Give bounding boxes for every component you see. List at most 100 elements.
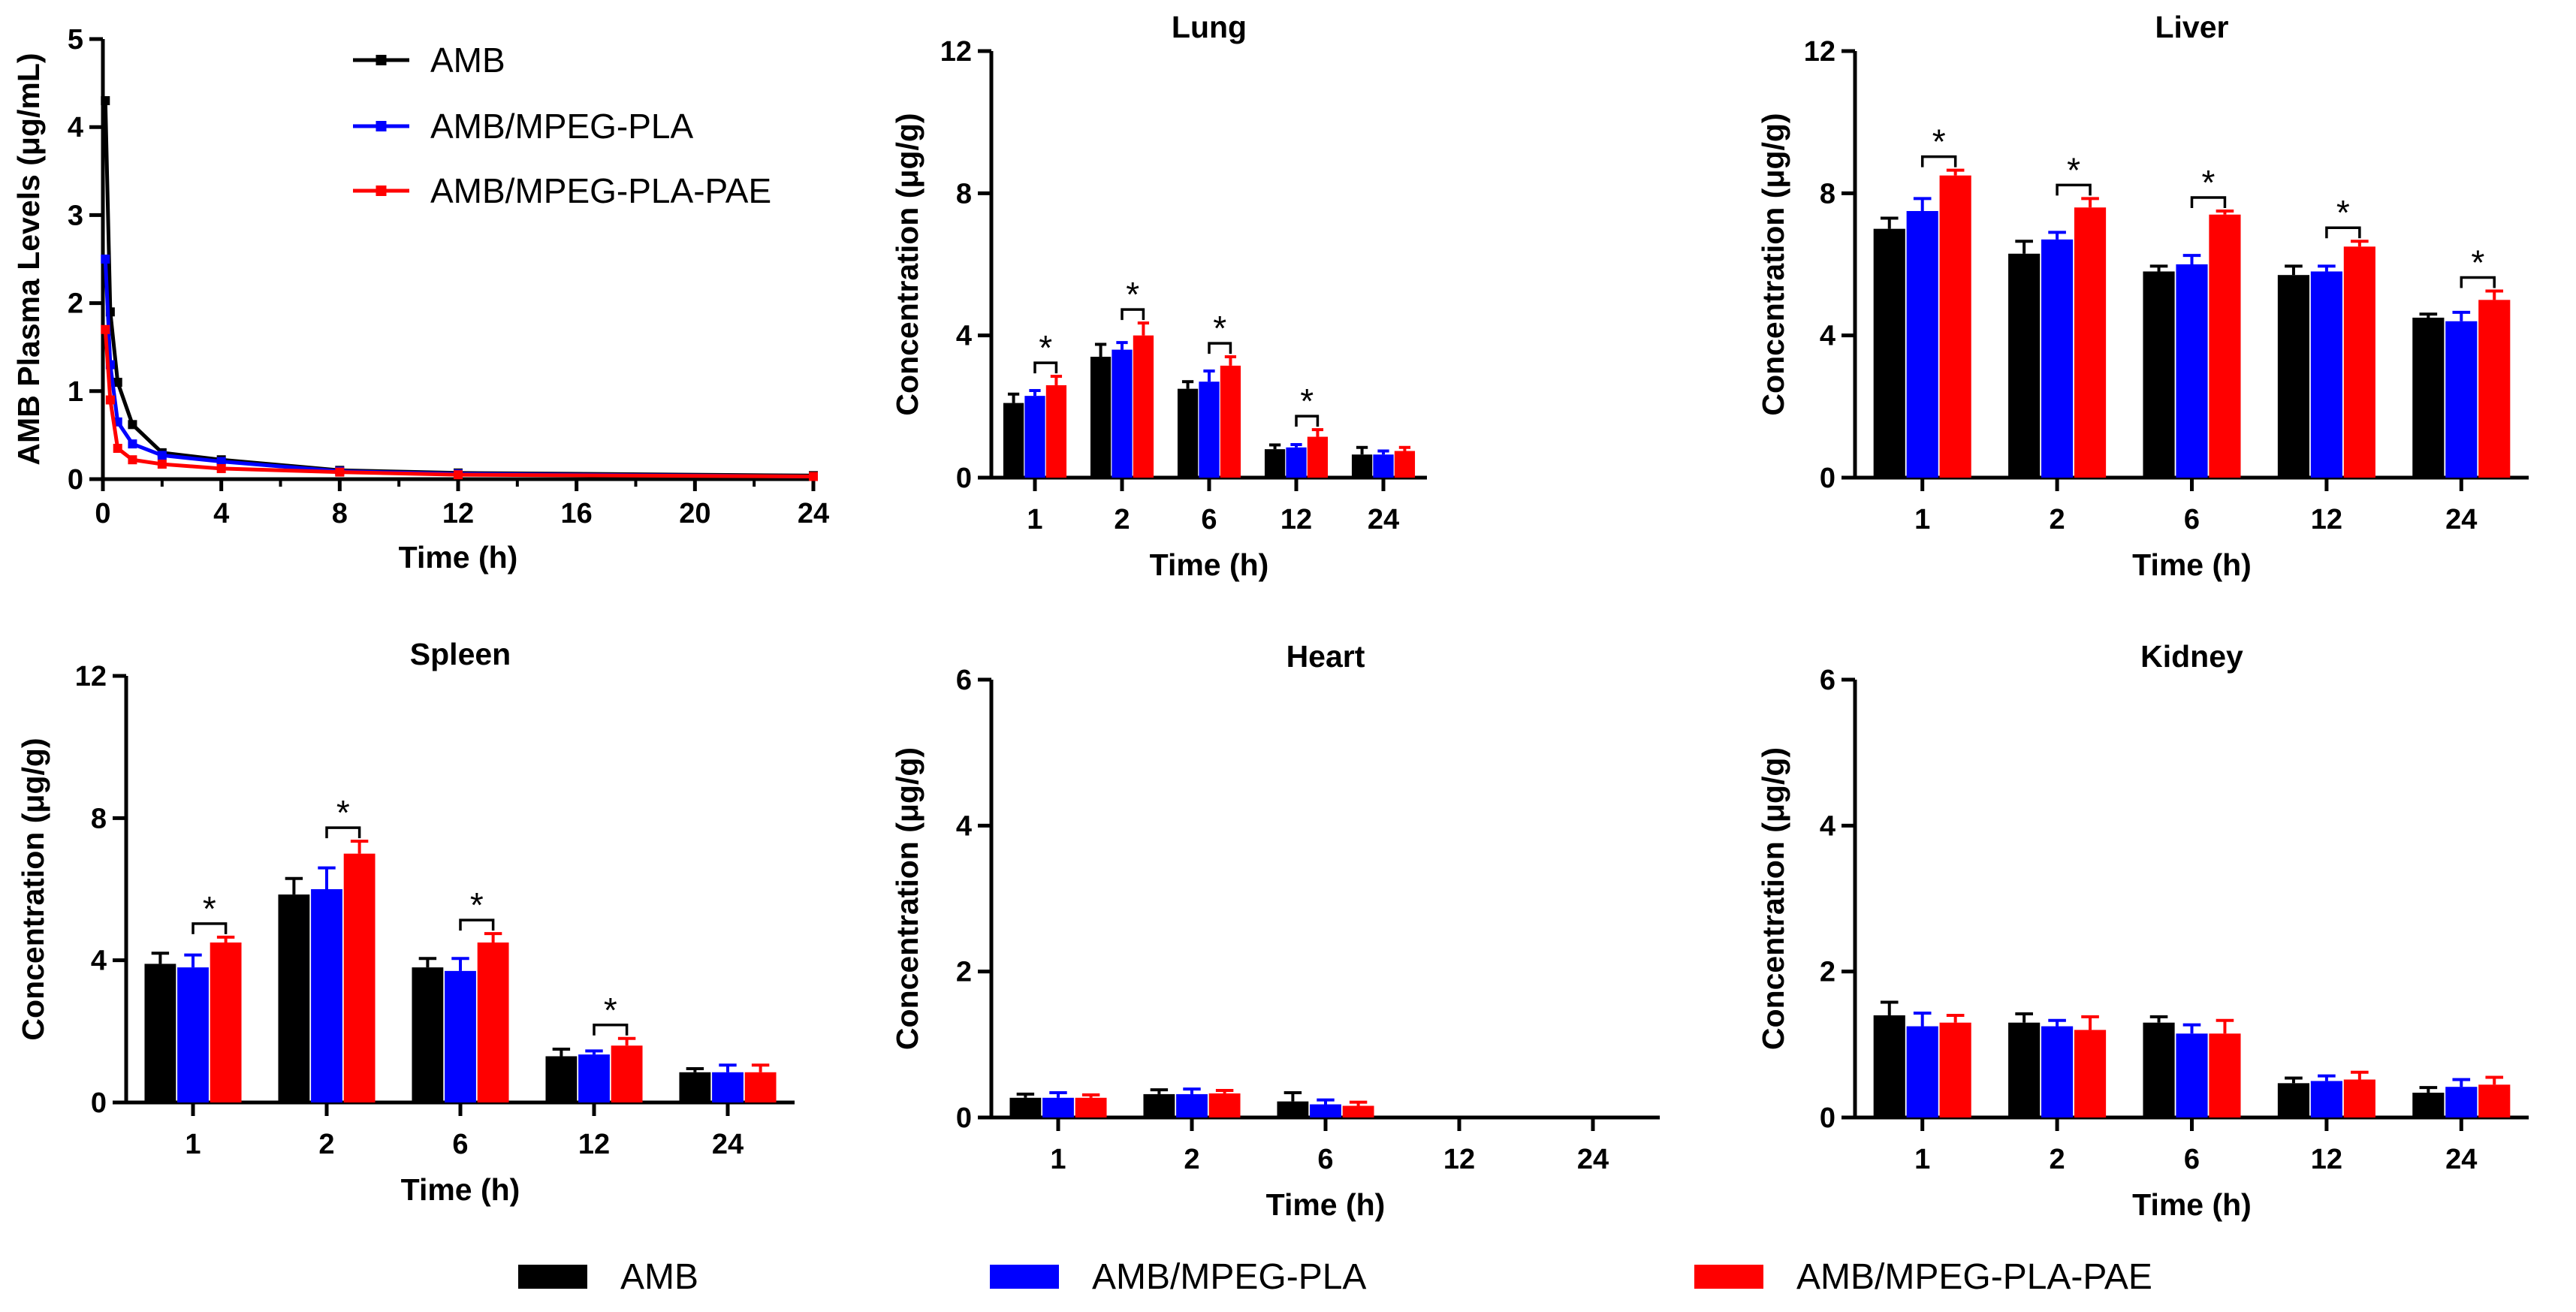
bar-amb-mpeg-pla-pae — [477, 943, 509, 1102]
bar-amb-mpeg-pla — [2445, 321, 2478, 478]
bar-amb-mpeg-pla — [1906, 1026, 1938, 1117]
x-tick-label: 24 — [1368, 504, 1399, 535]
panel-title: Heart — [1286, 639, 1365, 674]
x-tick-label: 2 — [1184, 1144, 1199, 1175]
bar-amb-mpeg-pla-pae — [1394, 451, 1416, 478]
bar-amb-mpeg-pla-pae — [1075, 1097, 1107, 1117]
significance-bracket — [2190, 196, 2227, 208]
bar-amb — [1143, 1093, 1175, 1117]
significance-star: * — [1039, 328, 1052, 367]
x-tick-label: 6 — [2184, 1144, 2200, 1175]
y-axis-title: AMB Plasma Levels (μg/mL) — [11, 53, 46, 465]
y-tick-label: 4 — [68, 112, 83, 143]
x-tick-label: 12 — [2311, 1144, 2342, 1175]
x-tick-label: 12 — [1280, 504, 1312, 535]
bar-amb-mpeg-pla-pae — [1133, 335, 1154, 478]
bar-amb-mpeg-pla — [311, 889, 342, 1102]
bar-amb — [1009, 1097, 1042, 1117]
bar-amb-mpeg-pla — [1286, 447, 1307, 478]
x-tick-label: 2 — [2050, 504, 2065, 535]
data-point-amb-mpeg-pla — [157, 451, 167, 460]
legend-label-amb-mpeg-pla: AMB/MPEG-PLA — [430, 107, 694, 146]
x-tick-label: 2 — [318, 1129, 334, 1160]
bar-amb-mpeg-pla — [2310, 271, 2342, 478]
bar-amb — [2143, 271, 2175, 478]
data-point-amb-mpeg-pla — [216, 457, 226, 466]
x-tick-label: 24 — [2445, 504, 2477, 535]
y-tick-label: 4 — [956, 321, 972, 352]
bar-amb — [2277, 275, 2310, 478]
bar-amb — [2008, 253, 2041, 478]
bar-amb-mpeg-pla-pae — [2074, 1030, 2107, 1117]
bar-amb — [412, 967, 444, 1102]
x-tick-label: 24 — [798, 498, 829, 529]
bar-amb-mpeg-pla — [1112, 349, 1133, 478]
data-point-amb-mpeg-pla-pae — [157, 460, 167, 469]
y-tick-label: 2 — [956, 957, 972, 988]
significance-bracket — [325, 826, 361, 839]
bar-amb-mpeg-pla-pae — [210, 943, 242, 1102]
data-point-amb-mpeg-pla-pae — [128, 455, 137, 465]
y-tick-label: 6 — [1820, 665, 1835, 696]
x-tick-label: 12 — [578, 1129, 610, 1160]
legend-label-amb-mpeg-pla-pae: AMB/MPEG-PLA-PAE — [1796, 1256, 2152, 1297]
series-line-amb-mpeg-pla — [103, 257, 814, 478]
x-tick-label: 4 — [213, 498, 229, 529]
bar-amb-mpeg-pla-pae — [1220, 365, 1241, 478]
data-point-amb-mpeg-pla-pae — [454, 470, 463, 480]
legend-marker-amb — [376, 55, 387, 65]
significance-bracket — [1295, 415, 1320, 427]
legend-swatch-amb — [518, 1265, 587, 1289]
x-axis-title: Time (h) — [2132, 547, 2252, 582]
y-tick-label: 4 — [956, 810, 972, 842]
legend-swatch-amb-mpeg-pla-pae — [1694, 1265, 1763, 1289]
bar-amb-mpeg-pla — [2176, 1033, 2208, 1117]
legend-item-amb-mpeg-pla-pae: AMB/MPEG-PLA-PAE — [1694, 1256, 2152, 1298]
x-tick-label: 1 — [1914, 504, 1930, 535]
significance-star: * — [1300, 382, 1314, 421]
x-tick-label: 24 — [712, 1129, 744, 1160]
panel-title: Lung — [1172, 10, 1247, 44]
bar-amb-mpeg-pla — [2445, 1087, 2478, 1117]
y-tick-label: 5 — [68, 24, 83, 56]
significance-star: * — [2067, 150, 2080, 189]
significance-bracket — [459, 918, 495, 931]
significance-bracket — [2460, 276, 2496, 288]
y-tick-label: 8 — [956, 178, 972, 210]
significance-bracket — [1121, 308, 1145, 321]
bar-amb-mpeg-pla-pae — [1307, 436, 1329, 478]
legend-marker-amb-mpeg-pla-pae — [376, 185, 387, 196]
bar-amb-mpeg-pla-pae — [1208, 1093, 1241, 1117]
significance-star: * — [2471, 243, 2484, 282]
bar-amb — [1003, 403, 1024, 478]
bar-amb-mpeg-pla-pae — [2074, 207, 2107, 478]
significance-star: * — [1213, 309, 1226, 348]
data-point-amb — [128, 420, 137, 430]
bar-amb-mpeg-pla-pae — [1045, 385, 1067, 478]
significance-bracket — [2056, 183, 2092, 196]
panel-title: Kidney — [2140, 639, 2243, 674]
y-tick-label: 0 — [68, 464, 83, 496]
bar-amb-mpeg-pla — [1042, 1097, 1074, 1117]
bar-amb — [2143, 1022, 2175, 1117]
bar-amb-mpeg-pla — [712, 1072, 744, 1102]
bar-amb-mpeg-pla — [578, 1054, 610, 1102]
x-tick-label: 20 — [679, 498, 710, 529]
x-tick-label: 24 — [2445, 1144, 2477, 1175]
chart-liver: 0 4 8 12 Concentration (μg/g) 1 * 2 * 6 * 12 * 24 * Tim… — [1756, 10, 2529, 582]
bar-amb — [2277, 1083, 2310, 1117]
y-tick-label: 2 — [68, 288, 83, 320]
bar-amb — [1090, 357, 1112, 478]
legend-item-amb-mpeg-pla: AMB/MPEG-PLA — [990, 1256, 1366, 1298]
significance-star: * — [470, 885, 484, 924]
significance-bracket — [1208, 342, 1232, 354]
x-axis-title: Time (h) — [1150, 547, 1269, 582]
bar-amb — [144, 964, 176, 1102]
bar-amb-mpeg-pla-pae — [2343, 246, 2375, 478]
y-axis-title: Concentration (μg/g) — [1756, 747, 1790, 1050]
x-tick-label: 6 — [452, 1129, 468, 1160]
x-axis-title: Time (h) — [2132, 1187, 2252, 1222]
bar-amb-mpeg-pla — [1373, 454, 1394, 478]
bar-amb-mpeg-pla-pae — [2343, 1079, 2375, 1117]
significance-star: * — [2202, 163, 2216, 202]
